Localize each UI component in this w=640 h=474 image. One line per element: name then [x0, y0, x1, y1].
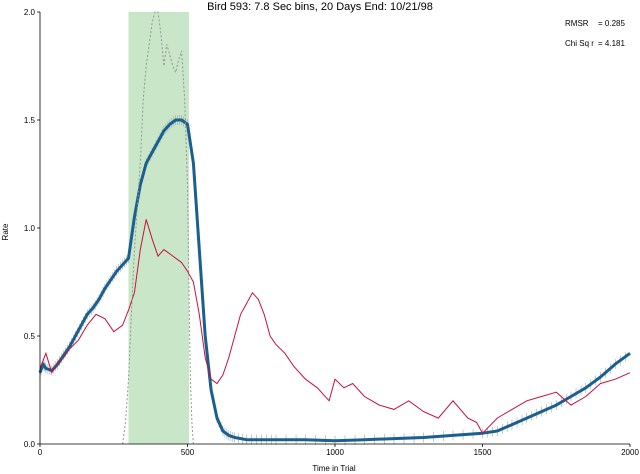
- stat-rmsr-label: RMSR: [565, 19, 589, 28]
- y-tick-label: 1.0: [24, 224, 36, 233]
- shaded-region: [128, 12, 189, 444]
- x-axis-label: Time in Trial: [312, 464, 355, 473]
- x-tick-label: 2000: [621, 448, 639, 457]
- chart-title: Bird 593: 7.8 Sec bins, 20 Days End: 10/…: [207, 1, 433, 13]
- y-tick-label: 0.0: [24, 440, 36, 449]
- series-line-observed: [39, 219, 631, 435]
- x-tick-label: 1500: [474, 448, 492, 457]
- series-line-fit: [38, 118, 631, 443]
- y-tick-label: 0.5: [24, 332, 36, 341]
- y-tick-label: 1.5: [24, 116, 36, 125]
- stat-chisq-value: = 4.181: [598, 39, 625, 48]
- series-line-dotted: [122, 11, 194, 445]
- x-tick-label: 0: [38, 448, 43, 457]
- stat-chisq-label: Chi Sq r: [565, 39, 594, 48]
- stat-rmsr-value: = 0.285: [598, 19, 625, 28]
- y-axis-label: Rate: [1, 223, 10, 240]
- x-tick-label: 1000: [326, 448, 344, 457]
- x-tick-label: 500: [181, 448, 195, 457]
- y-tick-label: 2.0: [24, 8, 36, 17]
